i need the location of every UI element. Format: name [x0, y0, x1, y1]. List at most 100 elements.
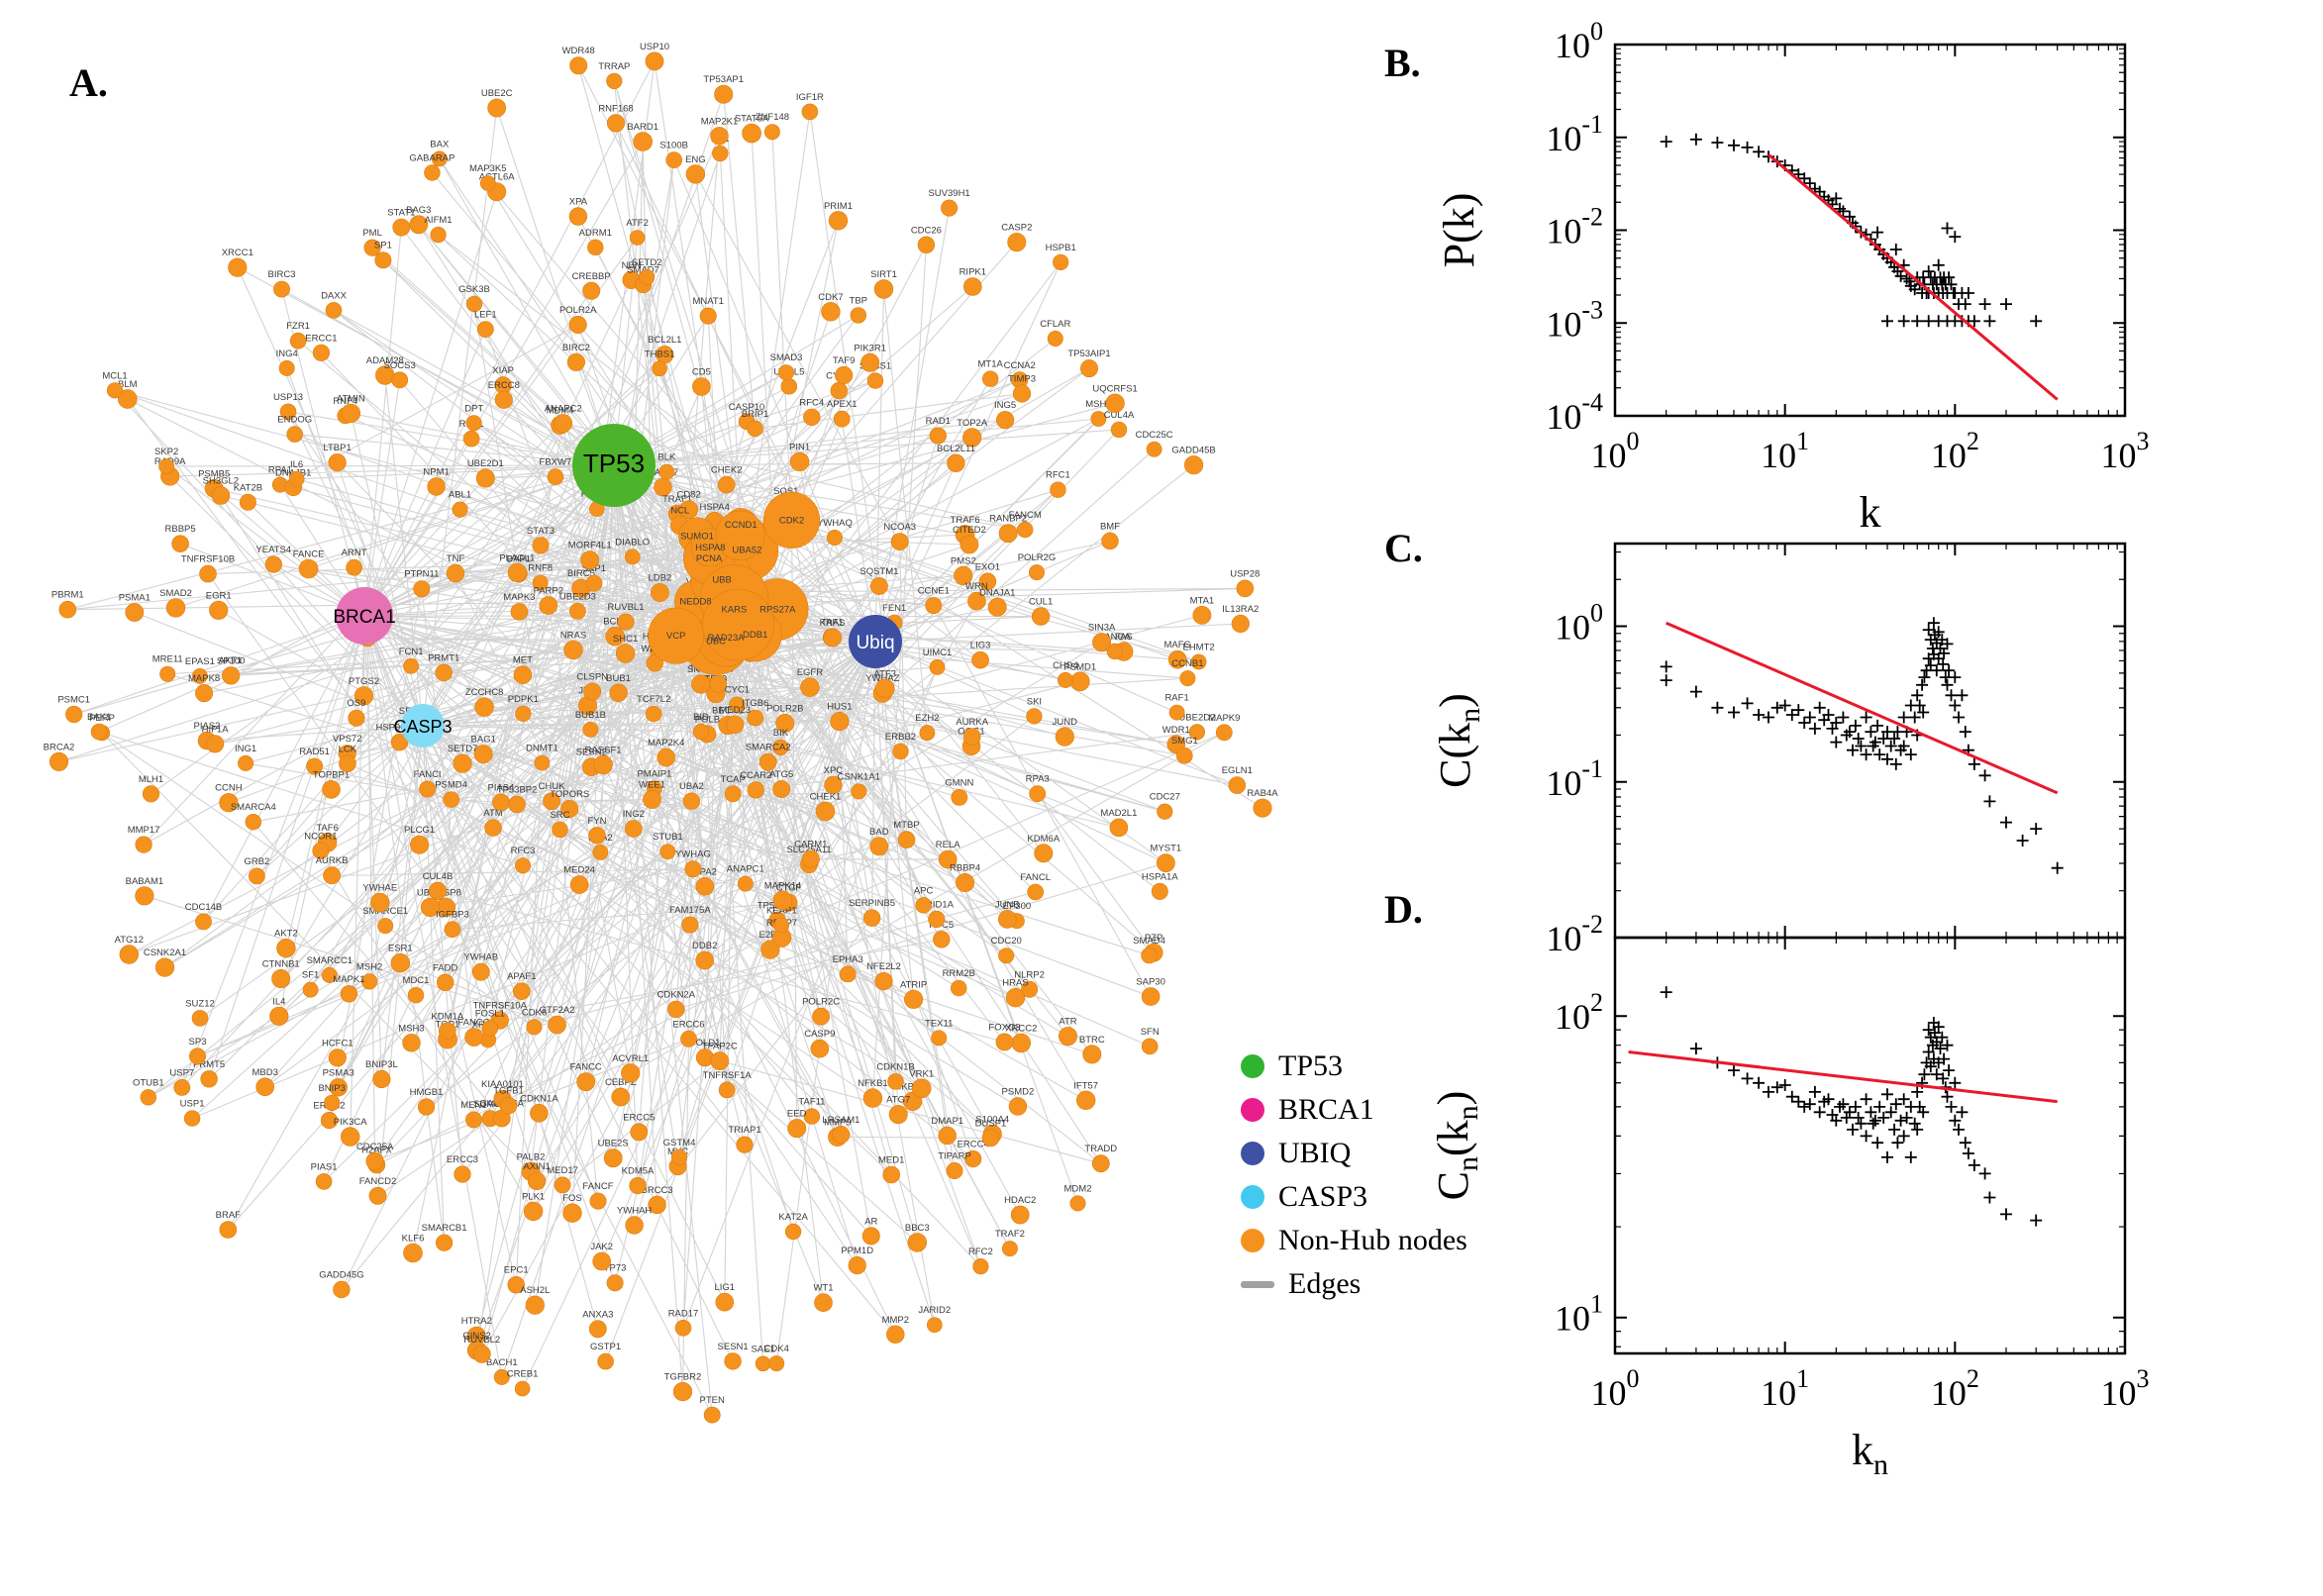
- network-node-label: HMGB1: [410, 1087, 444, 1098]
- network-node: [325, 302, 343, 319]
- network-node-label: PTGS2: [349, 676, 379, 687]
- network-node: [474, 697, 494, 717]
- network-node: [1050, 481, 1066, 498]
- network-node: [670, 1148, 688, 1165]
- network-node-label: SERPINB5: [849, 898, 895, 909]
- network-node: [430, 227, 447, 244]
- network-node: [1055, 727, 1074, 747]
- x-axis-title: k: [1860, 488, 1881, 537]
- tick-label: 10-4: [1546, 388, 1603, 437]
- network-node-label: TAF11: [798, 1097, 825, 1108]
- network-node-label: TRIAP1: [728, 1125, 760, 1136]
- network-node-label: ABL1: [449, 490, 471, 501]
- network-node: [1141, 987, 1161, 1006]
- network-node-label: MT1A: [978, 359, 1004, 370]
- network-node: [569, 875, 589, 894]
- network-node: [1188, 724, 1205, 741]
- network-node-label: PSMA3: [323, 1067, 354, 1078]
- network-node-label: BUB1B: [575, 710, 606, 721]
- network-node: [165, 598, 186, 618]
- network-node-label: ATG12: [115, 935, 144, 946]
- network-node: [582, 281, 601, 300]
- network-node: [420, 897, 441, 918]
- network-node-label: ATRIP: [900, 979, 927, 990]
- network-node-label: SFN: [1141, 1027, 1160, 1038]
- network-node-label: CTNNB1: [262, 959, 300, 970]
- network-node: [1069, 1195, 1086, 1212]
- network-node-label: CCNH: [215, 783, 243, 794]
- network-node-label: SMARCA4: [231, 802, 276, 813]
- network-core-node: [762, 491, 821, 549]
- legend-swatch-tp53: [1241, 1054, 1264, 1078]
- network-node-label: MAPK1: [333, 974, 364, 985]
- network-node-label: MED24: [563, 865, 595, 876]
- network-node-label: KAT2A: [778, 1212, 808, 1223]
- network-node-label: PMAIP1: [637, 768, 671, 779]
- network-node-label: FANCI: [414, 769, 442, 780]
- legend-swatch-brca1: [1241, 1098, 1264, 1122]
- network-node-label: MDM4: [547, 405, 574, 416]
- network-node: [554, 414, 573, 433]
- network-node: [563, 640, 583, 660]
- network-node: [736, 1136, 754, 1153]
- panel-label-a: A.: [69, 60, 108, 105]
- hub-node-brca1: [336, 587, 393, 645]
- network-node: [812, 1007, 831, 1026]
- network-node-label: CUL4B: [423, 871, 454, 882]
- network-node-label: FYN: [588, 816, 607, 827]
- network-node: [200, 1070, 218, 1088]
- network-node-label: PSMB5: [198, 468, 230, 479]
- network-core-label: CDK2: [779, 515, 804, 526]
- network-node: [775, 714, 795, 733]
- network-node: [928, 910, 946, 929]
- network-node: [135, 886, 154, 906]
- network-node-label: BIRC3: [268, 269, 296, 280]
- network-node-label: PZP: [1145, 933, 1162, 944]
- network-node: [315, 1173, 333, 1190]
- network-node-label: PLCG1: [404, 825, 435, 836]
- network-node-label: TFAP2C: [702, 1042, 738, 1052]
- network-node-label: BRAF: [216, 1210, 242, 1221]
- network-node-label: CHEK1: [810, 791, 842, 802]
- network-node: [1070, 671, 1090, 692]
- network-node-label: MAPK14: [764, 880, 802, 891]
- network-node-label: DMAP1: [931, 1116, 963, 1127]
- network-node-label: STUB1: [653, 832, 683, 843]
- major-ticks: [1614, 938, 2126, 1353]
- network-node: [981, 1129, 1000, 1147]
- network-node: [288, 470, 305, 487]
- network-node-label: APEX1: [827, 399, 858, 410]
- network-node-label: NLRP2: [1014, 969, 1045, 980]
- network-node: [323, 866, 342, 885]
- network-node-label: PMS2: [951, 555, 976, 566]
- network-node: [951, 789, 968, 806]
- network-node: [674, 1320, 692, 1337]
- network-node-label: SMARCC1: [307, 955, 353, 966]
- network-node: [682, 792, 701, 810]
- network-node: [568, 315, 587, 334]
- network-node-label: FOS: [562, 1193, 582, 1204]
- network-node-label: DAXX: [321, 290, 348, 301]
- network-node: [680, 1030, 697, 1047]
- network-node: [1011, 1033, 1032, 1053]
- tick-label: 103: [2101, 1364, 2150, 1413]
- network-node-label: ATG7: [886, 1095, 910, 1106]
- network-node-label: SMAD4: [1133, 936, 1165, 947]
- fit-line: [1666, 621, 2059, 795]
- network-node-label: SKP2: [154, 447, 178, 457]
- network-node: [926, 1317, 943, 1333]
- network-node-label: MSH6: [1085, 399, 1111, 410]
- network-node-label: SKP1: [582, 563, 606, 574]
- network-node: [462, 430, 480, 448]
- network-node-label: JAK2: [590, 1242, 613, 1252]
- fit-line: [1768, 153, 2059, 401]
- network-node-label: CDK4: [764, 1344, 789, 1354]
- network-node-label: BAG3: [406, 205, 431, 216]
- network-node-label: BID: [693, 712, 709, 723]
- network-node: [787, 1119, 807, 1139]
- network-node: [492, 793, 510, 812]
- network-node: [473, 745, 493, 764]
- network-node: [328, 1048, 347, 1067]
- network-node: [340, 985, 358, 1003]
- network-node-label: CDK7: [818, 292, 843, 303]
